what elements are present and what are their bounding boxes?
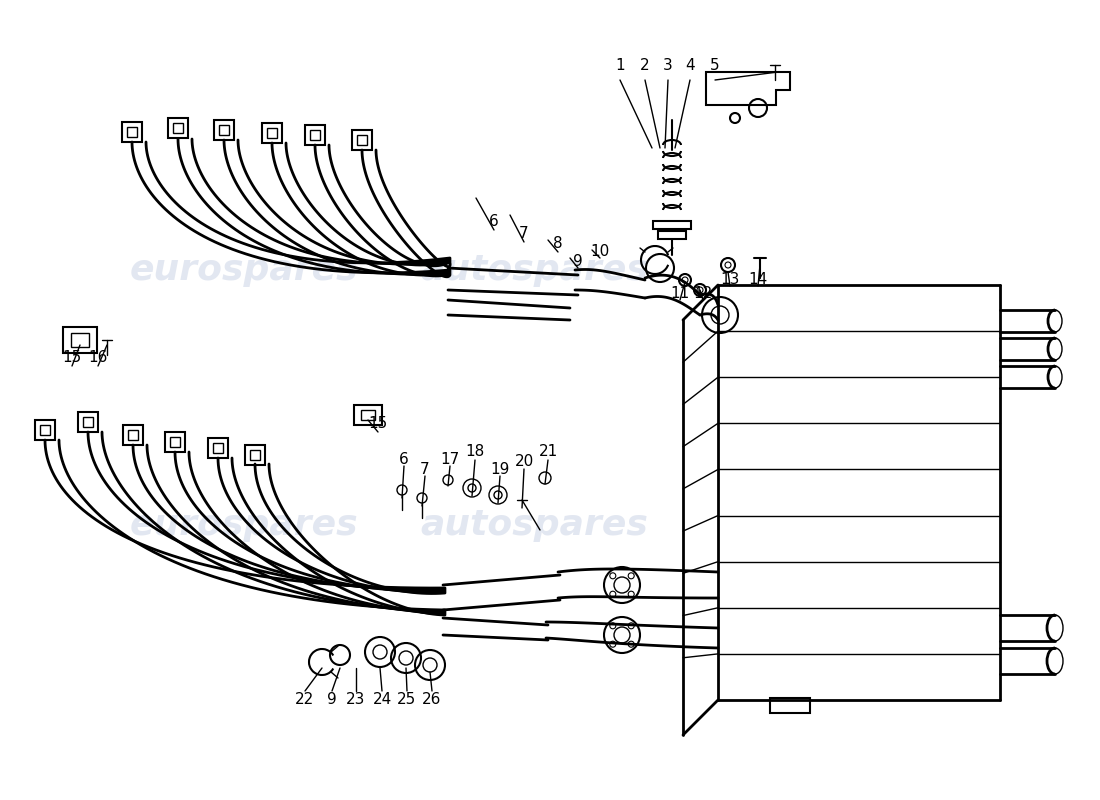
Text: 7: 7 xyxy=(519,226,529,242)
Text: 4: 4 xyxy=(685,58,695,73)
Text: 21: 21 xyxy=(538,445,558,459)
Bar xyxy=(358,135,367,145)
Bar xyxy=(78,412,98,432)
Circle shape xyxy=(628,591,635,597)
Circle shape xyxy=(609,573,616,579)
Bar xyxy=(658,231,686,239)
Text: 20: 20 xyxy=(515,454,534,470)
Bar xyxy=(208,438,228,458)
Text: 11: 11 xyxy=(670,286,690,302)
Text: 3: 3 xyxy=(663,58,673,73)
Circle shape xyxy=(609,623,616,629)
Text: 6: 6 xyxy=(399,451,409,466)
Bar xyxy=(770,698,810,713)
Bar xyxy=(354,405,382,425)
Text: autospares: autospares xyxy=(420,253,648,287)
Circle shape xyxy=(697,287,703,293)
Bar xyxy=(213,443,223,453)
Text: eurospares: eurospares xyxy=(130,508,359,542)
Bar xyxy=(165,432,185,452)
Circle shape xyxy=(628,573,635,579)
Text: 2: 2 xyxy=(640,58,650,73)
Text: 26: 26 xyxy=(422,691,442,706)
Bar xyxy=(128,430,138,440)
Circle shape xyxy=(628,623,635,629)
Bar xyxy=(245,445,265,465)
Text: 15: 15 xyxy=(63,350,81,366)
Bar xyxy=(262,123,282,143)
Bar xyxy=(361,410,375,420)
Circle shape xyxy=(682,277,688,283)
Bar xyxy=(123,425,143,445)
Bar xyxy=(267,128,277,138)
Text: 8: 8 xyxy=(553,237,563,251)
Bar xyxy=(310,130,320,140)
Bar xyxy=(126,127,138,137)
Bar xyxy=(170,437,180,447)
Circle shape xyxy=(725,262,732,268)
Text: 17: 17 xyxy=(440,451,460,466)
Text: 19: 19 xyxy=(491,462,509,477)
Bar xyxy=(653,221,691,229)
Text: 25: 25 xyxy=(397,691,417,706)
Text: 12: 12 xyxy=(693,286,713,302)
Text: 1: 1 xyxy=(615,58,625,73)
Bar xyxy=(122,122,142,142)
Text: 6: 6 xyxy=(490,214,499,230)
Circle shape xyxy=(609,641,616,647)
Text: 22: 22 xyxy=(296,691,315,706)
Bar xyxy=(173,123,183,133)
Text: 5: 5 xyxy=(711,58,719,73)
Bar xyxy=(72,333,89,347)
Text: 16: 16 xyxy=(88,350,108,366)
Text: 9: 9 xyxy=(327,691,337,706)
Circle shape xyxy=(609,591,616,597)
Bar xyxy=(352,130,372,150)
Text: 18: 18 xyxy=(465,445,485,459)
Text: 7: 7 xyxy=(420,462,430,477)
Text: autospares: autospares xyxy=(420,508,648,542)
Text: eurospares: eurospares xyxy=(130,253,359,287)
Text: 10: 10 xyxy=(591,245,609,259)
Circle shape xyxy=(628,641,635,647)
Bar xyxy=(35,420,55,440)
Bar xyxy=(63,327,97,353)
Text: 14: 14 xyxy=(748,271,768,286)
Bar xyxy=(168,118,188,138)
Bar xyxy=(305,125,324,145)
Bar xyxy=(219,125,229,135)
Text: 9: 9 xyxy=(573,254,583,270)
Text: 23: 23 xyxy=(346,691,365,706)
Bar xyxy=(82,417,94,427)
Bar xyxy=(40,425,49,435)
Bar xyxy=(214,120,234,140)
Bar xyxy=(250,450,260,460)
Text: 13: 13 xyxy=(720,271,739,286)
Text: 24: 24 xyxy=(373,691,392,706)
Text: 15: 15 xyxy=(368,417,387,431)
